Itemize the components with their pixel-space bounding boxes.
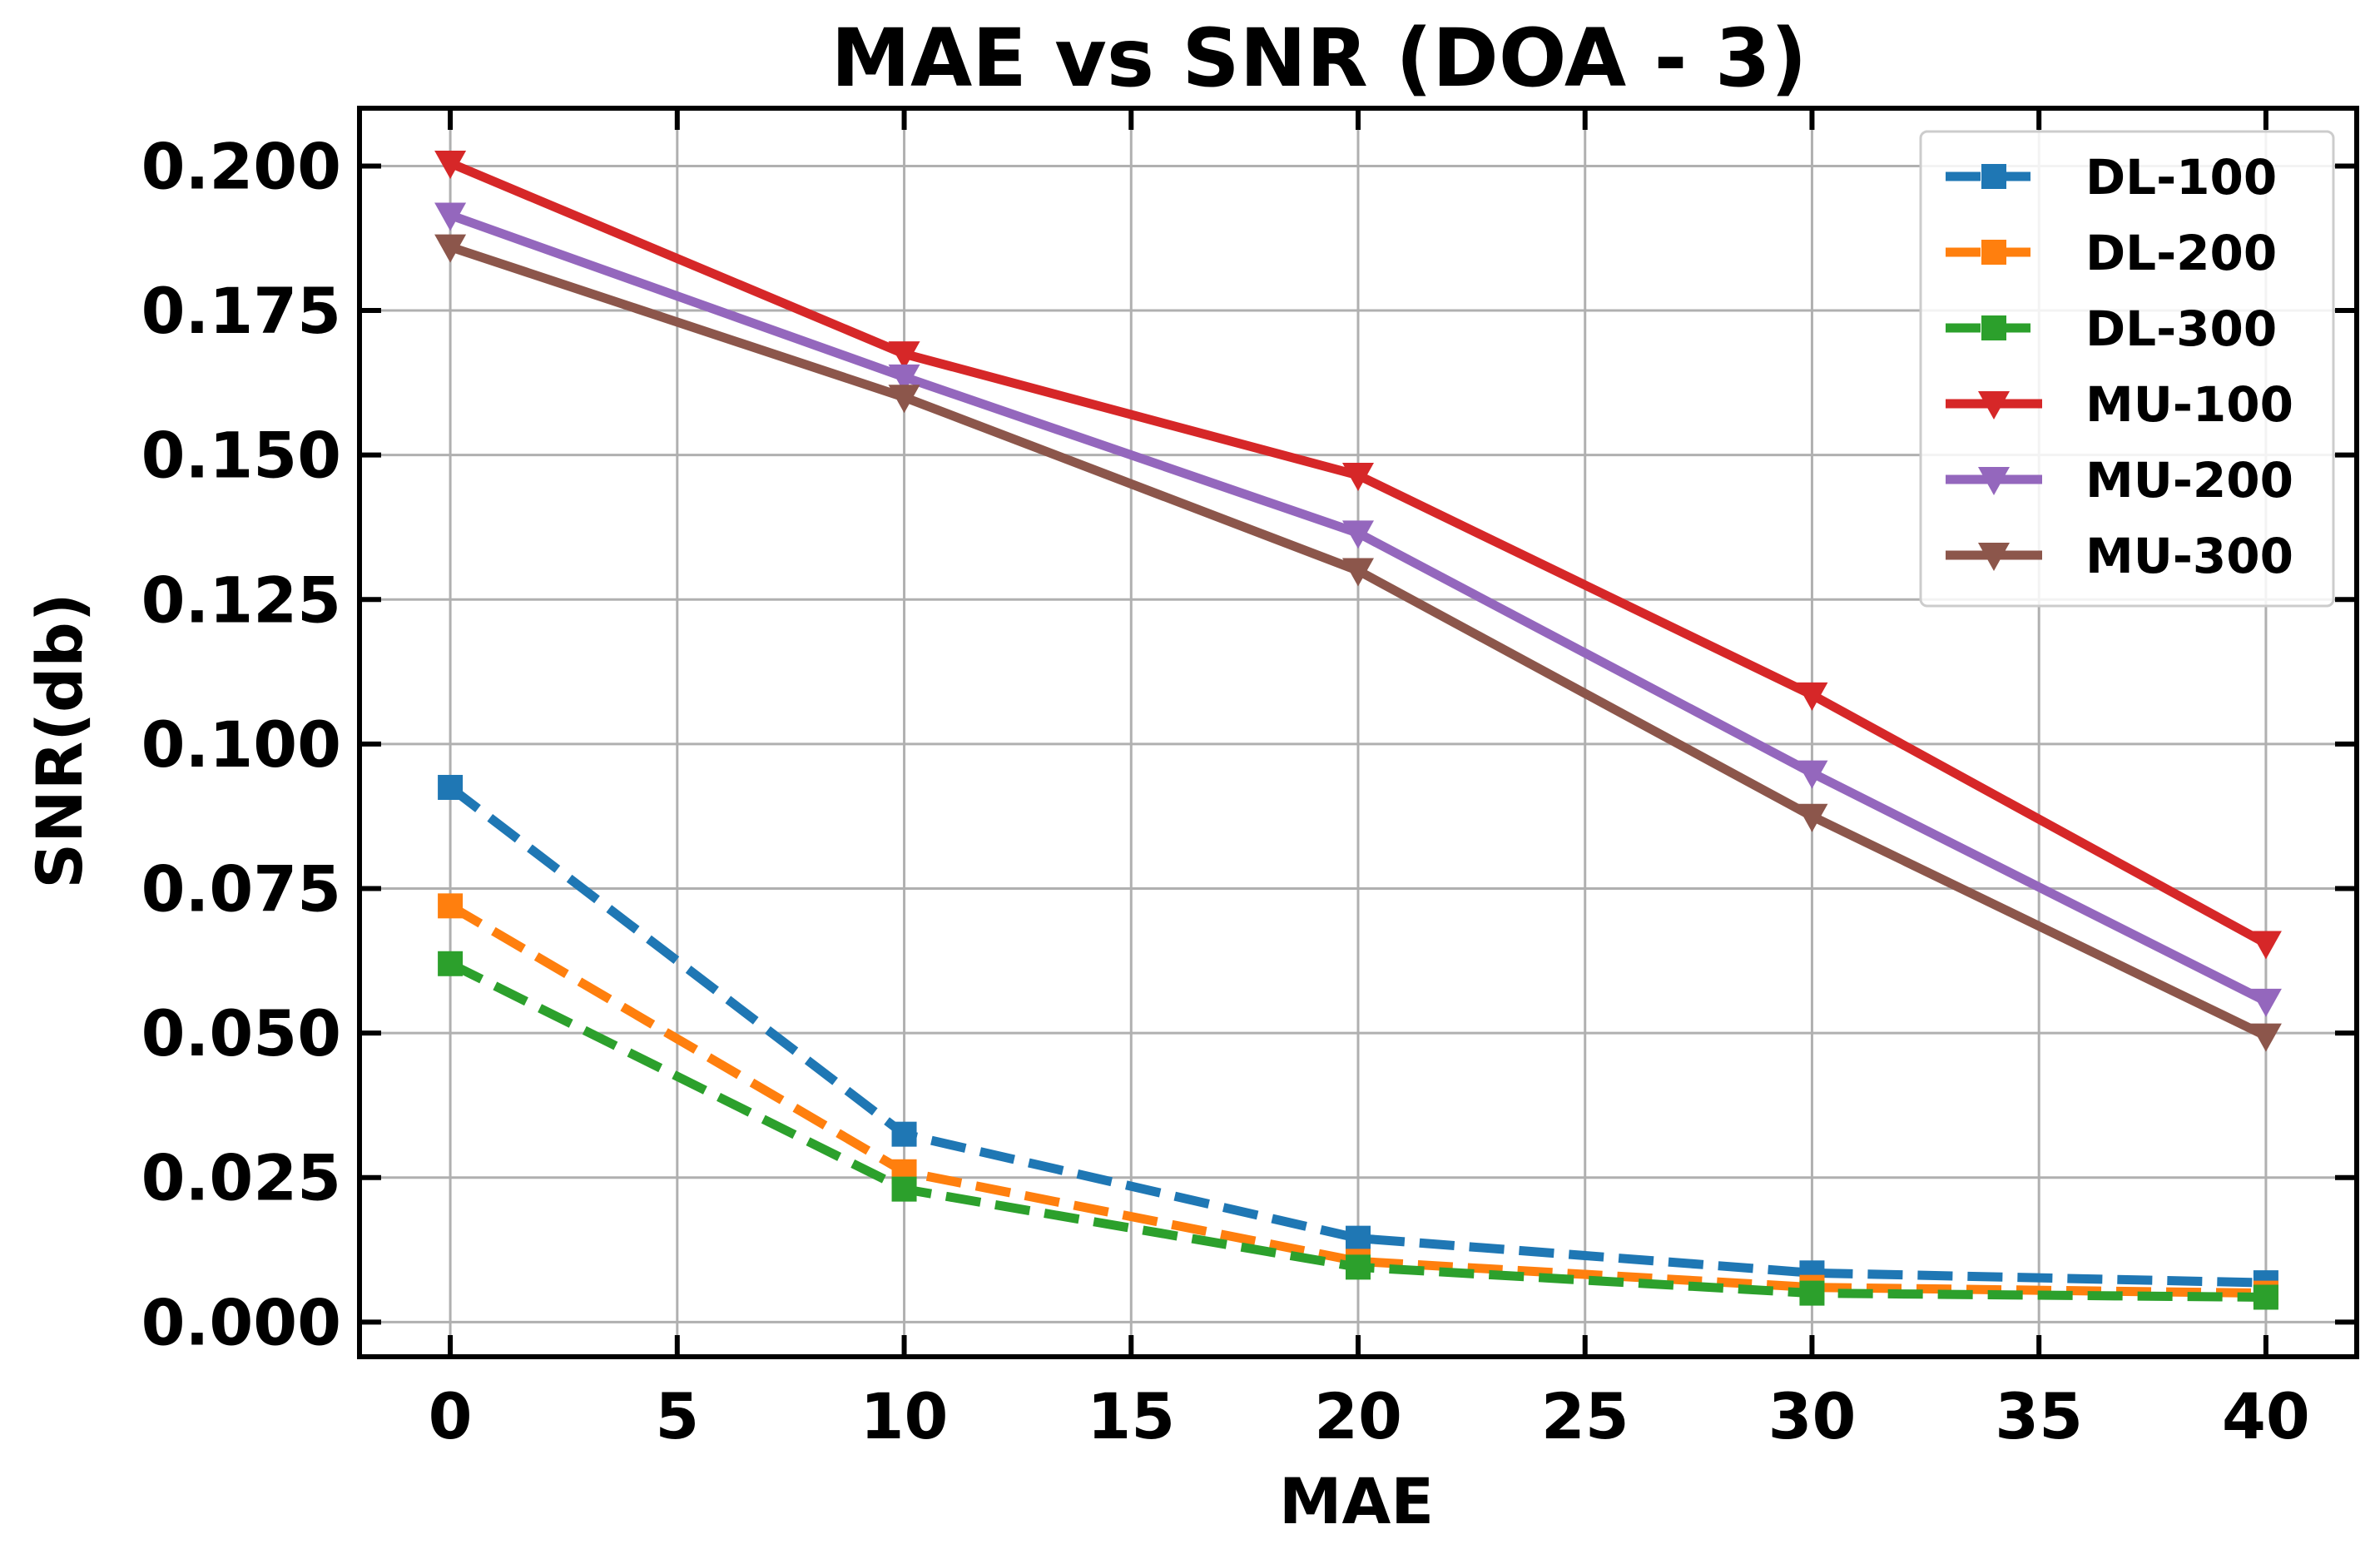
legend-entry-dl-300: DL-300 — [1946, 300, 2277, 357]
data-point-dl-200 — [438, 893, 464, 919]
legend-swatch-marker — [1981, 240, 2006, 265]
y-tick-label: 0.150 — [141, 419, 341, 493]
ticks: 0 5 10 15 20 25 30 35 40 0.000 0.025 0.050 0.075 0.10… — [141, 108, 2357, 1453]
x-tick-label: 30 — [1768, 1379, 1857, 1453]
data-point-mu-300 — [1342, 558, 1374, 587]
x-tick-label: 25 — [1541, 1379, 1629, 1453]
legend-entry-dl-100: DL-100 — [1946, 149, 2277, 206]
data-point-dl-100 — [438, 774, 464, 800]
x-tick-label: 5 — [655, 1379, 699, 1453]
y-tick-label: 0.025 — [141, 1141, 341, 1215]
data-point-dl-100 — [1346, 1225, 1371, 1251]
data-point-mu-300 — [434, 234, 467, 263]
legend-label: MU-300 — [2085, 528, 2293, 584]
data-point-mu-100 — [2249, 931, 2282, 960]
y-axis-title: SNR(db) — [22, 593, 97, 888]
x-tick-label: 40 — [2222, 1379, 2310, 1453]
series-mu-100 — [434, 150, 2282, 960]
data-point-dl-300 — [438, 951, 464, 976]
y-tick-label: 0.050 — [141, 996, 341, 1070]
y-tick-label: 0.125 — [141, 563, 341, 637]
legend-swatch-marker — [1978, 467, 2010, 495]
y-tick-label: 0.075 — [141, 852, 341, 926]
legend-entry-mu-200: MU-200 — [1946, 452, 2293, 509]
legend-label: DL-300 — [2085, 300, 2277, 357]
y-tick-label: 0.000 — [141, 1285, 341, 1359]
series-line-dl-100 — [447, 783, 2267, 1288]
series-dl-300 — [438, 951, 2278, 1310]
data-point-mu-100 — [434, 150, 467, 179]
legend-label: DL-100 — [2085, 149, 2277, 206]
y-tick-label: 0.100 — [141, 708, 341, 782]
legend-swatch-marker — [1978, 391, 2010, 420]
data-point-dl-300 — [1346, 1254, 1371, 1280]
chart-title: MAE vs SNR (DOA - 3) — [831, 12, 1807, 105]
x-tick-label: 0 — [429, 1379, 473, 1453]
legend-entry-mu-100: MU-100 — [1946, 376, 2293, 433]
data-point-mu-100 — [888, 341, 920, 370]
data-point-dl-300 — [1799, 1280, 1825, 1306]
data-point-mu-200 — [1796, 760, 1828, 789]
series-line-dl-200 — [448, 901, 2266, 1298]
x-tick-label: 20 — [1314, 1379, 1402, 1453]
data-point-dl-300 — [891, 1176, 917, 1202]
y-tick-label: 0.175 — [141, 274, 341, 348]
data-point-mu-200 — [888, 364, 920, 393]
legend-swatch-marker — [1981, 315, 2006, 340]
series-mu-200 — [434, 202, 2282, 1017]
data-point-mu-300 — [888, 385, 920, 414]
legend-label: DL-200 — [2085, 225, 2277, 281]
data-point-mu-300 — [1796, 803, 1828, 832]
data-point-mu-200 — [1342, 520, 1374, 549]
grid — [359, 108, 2357, 1357]
legend-swatch-marker — [1981, 164, 2006, 189]
legend-entry-dl-200: DL-200 — [1946, 225, 2277, 281]
x-tick-label: 35 — [1995, 1379, 2083, 1453]
x-tick-label: 15 — [1087, 1379, 1175, 1453]
data-point-dl-300 — [2253, 1284, 2278, 1310]
x-tick-label: 10 — [860, 1379, 949, 1453]
legend-label: MU-100 — [2085, 376, 2293, 433]
legend-label: MU-200 — [2085, 452, 2293, 509]
data-point-mu-200 — [434, 202, 467, 231]
legend-entry-mu-300: MU-300 — [1946, 528, 2293, 584]
legend: DL-100 DL-200 DL-300 MU-100 MU-200 MU-300 — [1919, 130, 2335, 608]
data-point-mu-100 — [1342, 462, 1374, 491]
data-point-mu-200 — [2249, 988, 2282, 1017]
legend-swatch-marker — [1978, 543, 2010, 571]
x-axis-title: MAE — [1279, 1464, 1434, 1538]
data-point-mu-300 — [2249, 1023, 2282, 1052]
series-mu-300 — [434, 234, 2282, 1052]
series-layer — [434, 150, 2282, 1310]
data-point-mu-100 — [1796, 682, 1828, 711]
data-point-dl-100 — [891, 1121, 917, 1147]
y-tick-label: 0.200 — [141, 129, 341, 203]
